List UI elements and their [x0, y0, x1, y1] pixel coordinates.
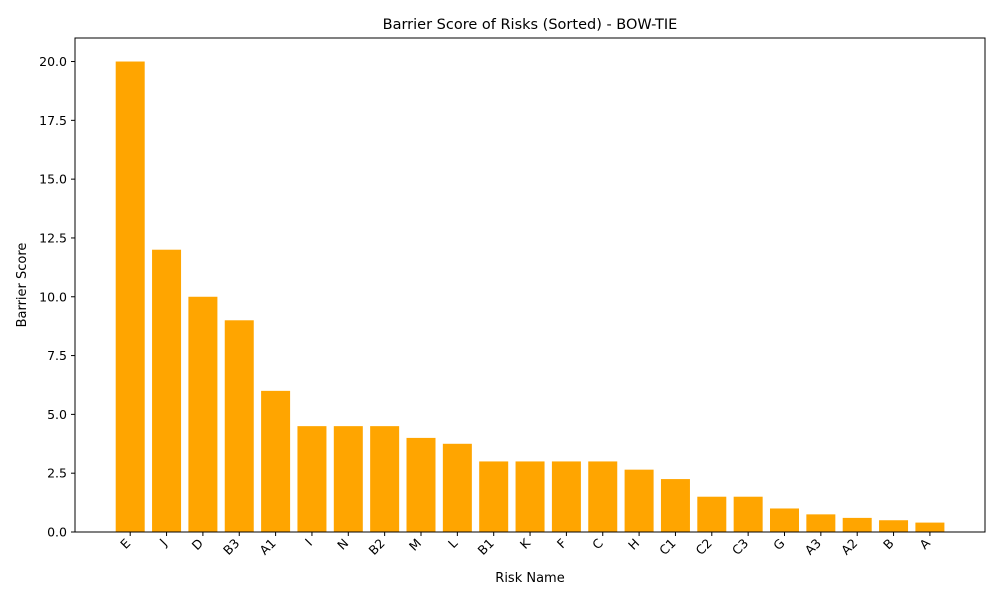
x-tick-label: M	[406, 536, 424, 554]
bar-f	[551, 461, 581, 532]
x-tick-label: G	[770, 536, 787, 553]
x-tick-label: D	[189, 536, 206, 553]
x-tick-label: A3	[802, 536, 824, 558]
x-axis-label: Risk Name	[495, 571, 564, 586]
x-tick-label: H	[625, 536, 642, 553]
x-tick-label: A2	[838, 536, 860, 558]
x-tick-label: B1	[475, 536, 497, 558]
bar-c3	[733, 496, 763, 532]
bar-l	[442, 443, 472, 532]
x-tick-label: A	[916, 535, 933, 552]
bar-b2	[370, 426, 400, 532]
x-tick-label: B	[880, 536, 897, 553]
bar-h	[624, 469, 654, 532]
x-tick-label: L	[445, 535, 461, 551]
chart-title: Barrier Score of Risks (Sorted) - BOW-TI…	[383, 17, 678, 33]
x-tick-label: C3	[729, 536, 751, 558]
bar-c2	[697, 496, 727, 532]
bar-g	[770, 508, 799, 532]
x-tick-label: I	[302, 536, 315, 549]
bar-b3	[224, 320, 254, 532]
bar-a	[915, 522, 945, 532]
bar-m	[406, 437, 436, 532]
y-tick-label: 7.5	[47, 348, 67, 363]
bar-i	[297, 426, 327, 532]
x-tick-label: C	[589, 535, 606, 552]
x-tick-label: C2	[693, 536, 715, 558]
bar-k	[515, 461, 545, 532]
y-tick-label: 5.0	[47, 407, 67, 422]
y-tick-label: 12.5	[39, 230, 67, 245]
x-tick-label: C1	[656, 536, 678, 558]
x-tick-label: J	[156, 536, 170, 550]
x-tick-label: B3	[220, 536, 242, 558]
bar-d	[188, 296, 218, 532]
bar-e	[115, 61, 145, 533]
y-tick-label: 2.5	[47, 466, 67, 481]
bar-a2	[842, 517, 872, 532]
y-tick-label: 17.5	[39, 113, 67, 128]
y-tick-label: 20.0	[39, 54, 67, 69]
y-tick-label: 15.0	[39, 172, 67, 187]
y-axis-label: Barrier Score	[15, 243, 30, 328]
x-tick-label: N	[334, 536, 351, 553]
y-tick-label: 10.0	[39, 289, 67, 304]
x-tick-label: B2	[365, 536, 387, 558]
y-tick-label: 0.0	[47, 525, 67, 540]
bar-a1	[261, 390, 291, 532]
bar-b	[879, 520, 909, 532]
bar-a3	[806, 514, 836, 532]
x-tick-label: E	[117, 535, 133, 551]
x-tick-label: K	[517, 535, 534, 552]
bar-n	[333, 426, 363, 532]
x-tick-label: A1	[256, 536, 278, 558]
bar-j	[152, 249, 182, 532]
bar-b1	[479, 461, 509, 532]
bar-c1	[660, 479, 690, 532]
x-tick-label: F	[554, 536, 570, 552]
bar-c	[588, 461, 618, 532]
bars-group	[115, 61, 945, 533]
